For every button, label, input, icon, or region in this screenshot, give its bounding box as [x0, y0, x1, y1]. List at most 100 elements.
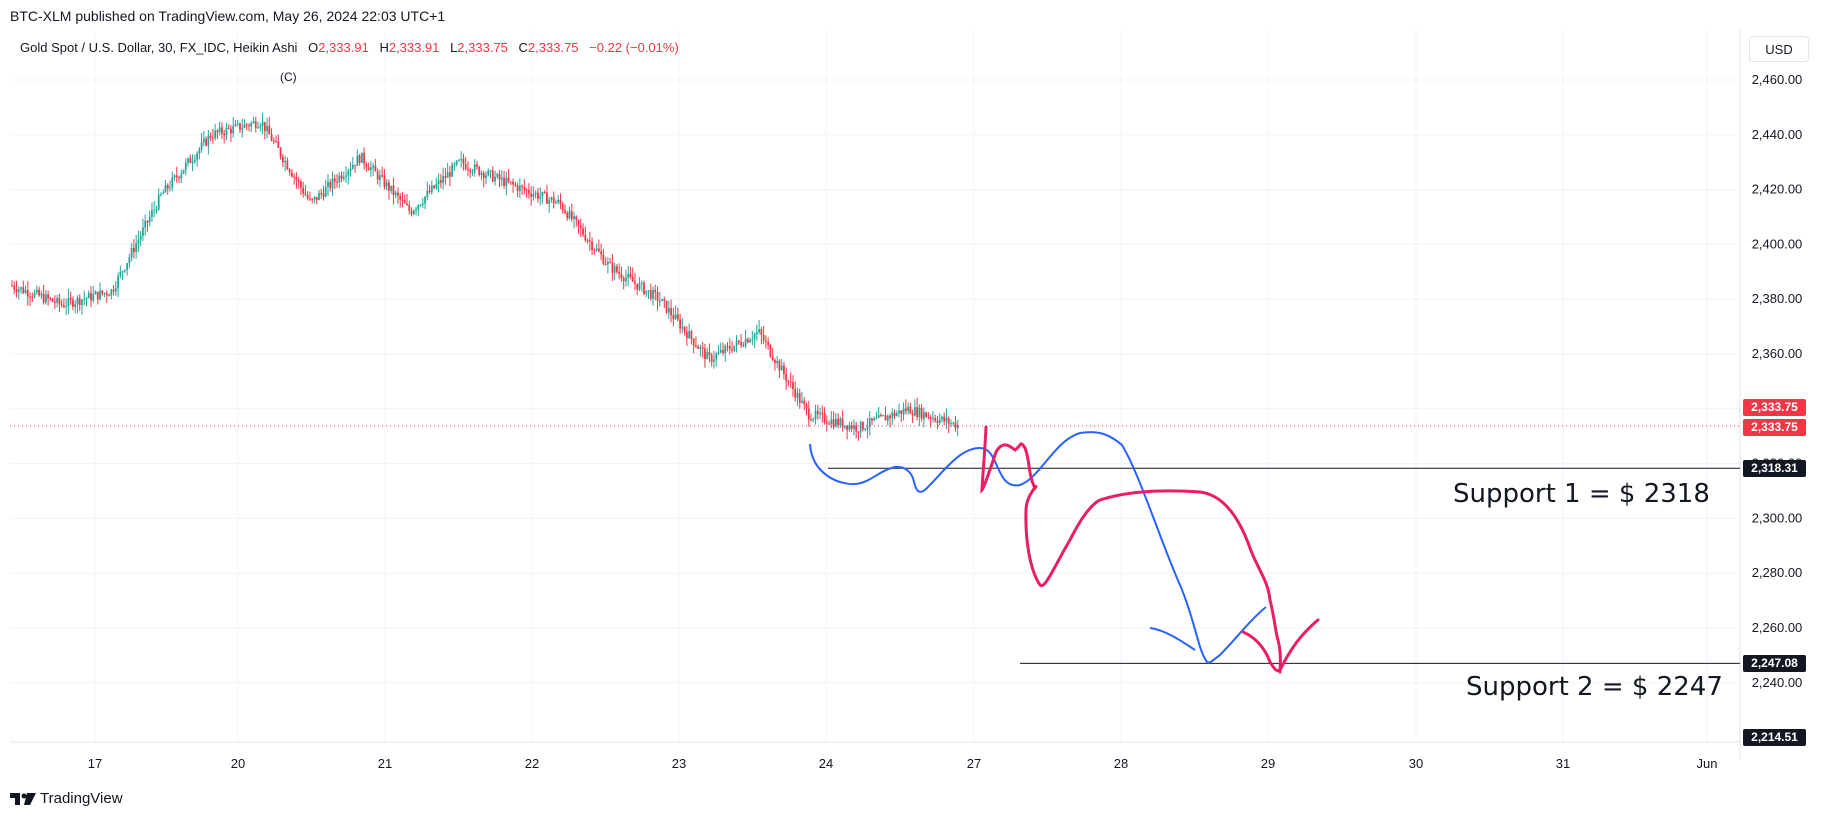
candle-body	[482, 172, 485, 179]
candle-body	[679, 319, 682, 329]
candle-body	[814, 410, 817, 419]
symbol-label[interactable]: Gold Spot / U.S. Dollar, 30, FX_IDC, Hei…	[20, 40, 298, 55]
candle-body	[426, 190, 429, 197]
candle-body	[13, 285, 16, 290]
candle-body	[507, 177, 510, 182]
candle-body	[518, 185, 521, 192]
candle-body	[929, 416, 932, 419]
candle-body	[864, 429, 867, 431]
candle-body	[496, 174, 499, 177]
candle-body	[315, 196, 318, 200]
candle-body	[764, 340, 767, 342]
candle-body	[383, 175, 386, 187]
candle-body	[333, 178, 336, 182]
candle-body	[485, 175, 487, 179]
candle-body	[22, 287, 25, 293]
currency-button[interactable]: USD	[1749, 36, 1809, 62]
candle-body	[56, 297, 59, 303]
candle-body	[272, 140, 275, 142]
candle-body	[857, 431, 860, 433]
candle-body	[566, 212, 569, 219]
candle-body	[270, 134, 273, 141]
candle-body	[281, 156, 284, 163]
candle-body	[53, 301, 56, 303]
candle-body	[706, 352, 709, 360]
candle-body	[913, 407, 916, 416]
y-tick-label: 2,300.00	[1752, 510, 1803, 525]
candle-body	[807, 408, 810, 420]
candle-body	[137, 239, 140, 244]
candle-body	[491, 170, 494, 182]
candle-body	[72, 299, 74, 307]
candle-body	[916, 407, 919, 418]
candle-body	[345, 175, 347, 177]
candle-body	[600, 251, 603, 255]
candle-body	[444, 176, 447, 178]
candle-body	[329, 181, 332, 188]
low-price-tag: 2,214.51	[1743, 729, 1806, 746]
candle-body	[925, 412, 928, 417]
x-tick-label: 21	[378, 756, 392, 771]
candle-body	[92, 294, 95, 301]
candle-body	[512, 181, 514, 185]
candle-body	[667, 308, 670, 313]
y-tick-label: 2,400.00	[1752, 236, 1803, 251]
candle-body	[676, 314, 679, 320]
candle-body	[455, 160, 458, 165]
candle-body	[789, 381, 792, 383]
x-tick-label: 23	[672, 756, 686, 771]
candle-body	[834, 418, 837, 427]
candle-body	[593, 249, 596, 251]
candle-body	[191, 161, 194, 164]
candle-body	[500, 177, 503, 180]
y-tick-label: 2,460.00	[1752, 72, 1803, 87]
candle-body	[162, 192, 165, 194]
candle-body	[347, 170, 350, 176]
candle-body	[839, 418, 842, 426]
candle-body	[710, 355, 713, 362]
candle-body	[722, 349, 724, 353]
candle-body	[564, 210, 566, 213]
x-tick-label: 30	[1409, 756, 1423, 771]
candle-body	[128, 257, 131, 264]
tradingview-logo[interactable]: TradingView	[10, 790, 123, 807]
candle-body	[261, 121, 264, 126]
candle-body	[613, 266, 616, 273]
candle-body	[372, 165, 375, 168]
candle-body	[279, 147, 282, 157]
candle-body	[505, 177, 508, 187]
candle-body	[67, 297, 70, 306]
candle-body	[728, 346, 731, 350]
candle-body	[338, 175, 341, 183]
candle-body	[171, 177, 174, 188]
candle-body	[394, 192, 397, 196]
candle-body	[442, 176, 445, 183]
published-by-text: BTC-XLM published on TradingView.com, Ma…	[10, 8, 446, 24]
footer-brand: TradingView	[40, 790, 123, 807]
candle-body	[83, 298, 86, 300]
close-key: C	[518, 40, 528, 55]
candle-body	[658, 300, 661, 302]
candle-body	[121, 271, 124, 273]
candle-body	[132, 247, 135, 253]
candle-body	[196, 153, 198, 160]
candle-body	[918, 407, 921, 418]
candle-body	[184, 162, 187, 171]
candle-body	[193, 159, 196, 162]
x-tick-label: 28	[1114, 756, 1128, 771]
chart-grid	[10, 30, 1741, 760]
candle-body	[737, 340, 740, 343]
candle-body	[690, 331, 693, 339]
candle-body	[579, 225, 582, 229]
candle-body	[117, 275, 119, 289]
candle-body	[884, 415, 887, 421]
candle-body	[886, 415, 889, 421]
candle-body	[367, 167, 370, 171]
candle-body	[175, 175, 178, 178]
candle-body	[473, 164, 476, 172]
y-tick-label: 2,260.00	[1752, 620, 1803, 635]
candle-body	[891, 412, 894, 419]
candle-body	[785, 374, 788, 381]
x-tick-label: 20	[231, 756, 245, 771]
